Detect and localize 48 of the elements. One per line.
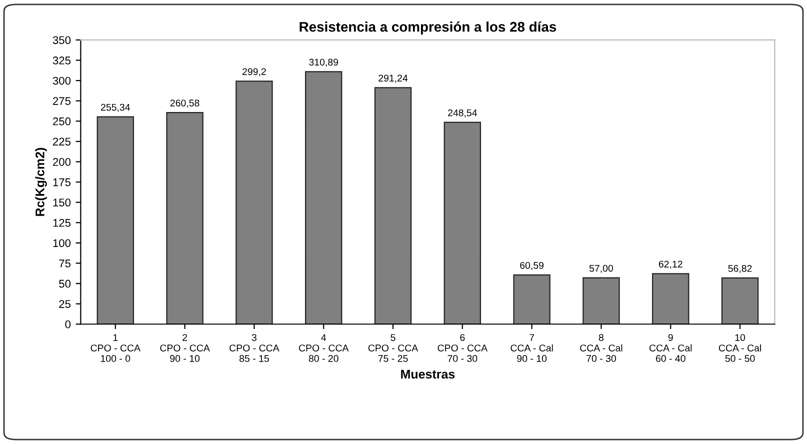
data-label: 260,58 [170, 100, 200, 108]
x-tick-label: 7 CCA - Cal 90 - 10 [510, 334, 553, 362]
x-tick-label: 5 CPO - CCA 75 - 25 [368, 334, 418, 362]
bar [444, 122, 482, 324]
x-tick-label: 2 CPO - CCA 90 - 10 [160, 334, 210, 362]
y-tick-label: 50 [59, 280, 71, 288]
y-tick-label: 175 [53, 178, 71, 186]
data-label: 60,59 [520, 262, 544, 270]
y-tick-label: 75 [59, 260, 71, 268]
bar [652, 273, 690, 324]
y-tick-label: 250 [53, 117, 71, 126]
bar [236, 80, 273, 324]
bar [96, 116, 134, 324]
x-tick-label: 10 CCA - Cal 50 - 50 [718, 334, 761, 362]
data-label: 57,00 [589, 264, 613, 273]
data-label: 56,82 [728, 265, 752, 274]
x-tick-label: 6 CPO - CCA 70 - 30 [438, 334, 488, 362]
data-label: 299,2 [242, 68, 266, 76]
bar [305, 71, 342, 324]
y-tick-label: 0 [65, 320, 71, 328]
x-tick-label: 1 CPO - CCA 100 - 0 [90, 334, 140, 362]
bar [374, 87, 412, 324]
x-tick-label: 3 CPO - CCA 85 - 15 [230, 334, 280, 362]
bar [513, 274, 550, 324]
x-tick-label: 4 CPO - CCA 80 - 20 [298, 334, 349, 362]
bar [166, 112, 204, 324]
y-tick-label: 100 [53, 239, 71, 248]
y-tick-label: 350 [52, 36, 71, 44]
y-tick-label: 25 [59, 300, 71, 308]
y-tick-label: 125 [53, 218, 71, 227]
y-axis-title: Rc(Kg/cm2) [35, 148, 47, 216]
x-axis-title: Muestras [401, 370, 455, 379]
bar [721, 277, 759, 324]
x-tick-label: 8 CCA - Cal 70 - 30 [580, 334, 622, 362]
y-tick-label: 200 [53, 158, 71, 166]
data-label: 291,24 [378, 74, 408, 83]
y-tick-label: 325 [52, 56, 71, 64]
data-label: 310,89 [309, 58, 338, 67]
y-tick-label: 150 [53, 198, 71, 206]
y-tick-label: 275 [53, 97, 71, 105]
x-tick-label: 9 CCA - Cal 60 - 40 [650, 334, 692, 362]
y-tick-label: 300 [52, 76, 71, 85]
bar [582, 277, 620, 324]
data-label: 248,54 [448, 109, 477, 118]
data-label: 255,34 [101, 104, 130, 112]
data-label: 62,12 [658, 260, 682, 269]
y-tick-label: 225 [53, 138, 71, 146]
chart-title: Resistencia a compresión a los 28 días [300, 21, 556, 35]
